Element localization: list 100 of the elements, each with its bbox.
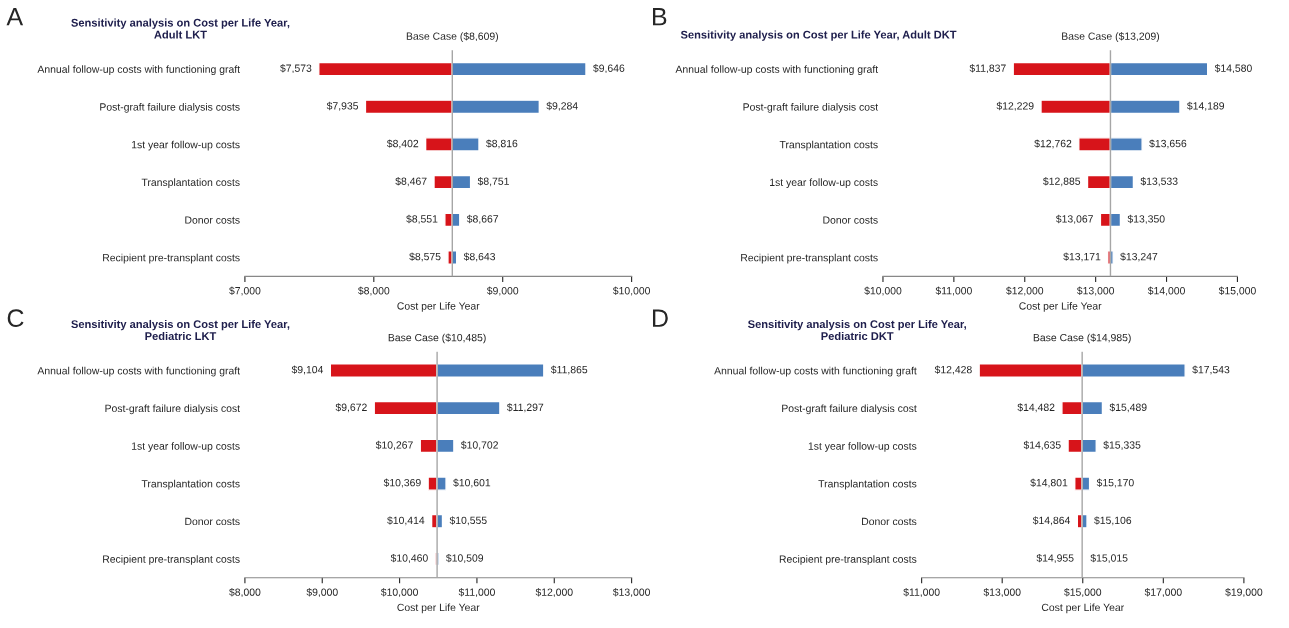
x-tick-label: $13,000 [612, 588, 651, 598]
y-tick-label: Annual follow-up costs with functioning graft [37, 366, 240, 377]
x-tick-label: $10,000 [380, 588, 419, 598]
data-label: $15,335 [1103, 440, 1141, 450]
y-tick-label: Annual follow-up costs with functioning graft [675, 65, 879, 76]
x-tick-label: $14,000 [1147, 286, 1185, 296]
data-label: $11,837 [969, 64, 1006, 74]
data-label: $15,170 [1096, 478, 1134, 488]
data-label: $10,460 [390, 553, 428, 563]
ref-line-label: Base Case ($14,985) [1033, 333, 1131, 344]
data-label: $13,533 [1140, 177, 1178, 187]
data-label: $12,428 [934, 365, 972, 375]
data-label: $8,402 [386, 139, 419, 149]
y-tick-label: Post-graft failure dialysis cost [105, 404, 240, 415]
x-tick-label: $19,000 [1225, 588, 1263, 598]
y-tick-label: Recipient pre-transplant costs [779, 555, 917, 565]
chart-title: Sensitivity analysis on Cost per Life Year, Adult DKT [680, 30, 957, 41]
x-axis-title: Cost per Life Year [1019, 302, 1102, 312]
data-label: $8,575 [409, 252, 441, 262]
x-tick-label: $8,000 [229, 588, 261, 598]
data-label: $10,369 [383, 478, 421, 488]
y-tick-label: 1st year follow-up costs [808, 442, 917, 452]
x-tick-label: $9,000 [486, 286, 519, 296]
chart-title: Sensitivity analysis on Cost per Life Year, Pediatric DKT [748, 319, 966, 341]
data-label: $10,509 [446, 553, 484, 563]
data-label: $8,751 [477, 177, 509, 187]
text: D [653, 309, 668, 327]
bar [447, 250, 454, 265]
data-label: $10,702 [460, 440, 498, 450]
data-label: $15,106 [1094, 516, 1132, 526]
data-label: $13,350 [1127, 214, 1165, 224]
data-label: $12,229 [996, 101, 1034, 111]
x-tick-label: $13,000 [1076, 286, 1115, 296]
bar [436, 400, 501, 416]
y-tick-label: Donor costs [823, 216, 878, 224]
x-tick-label: $11,000 [935, 286, 972, 296]
data-label: $9,284 [546, 101, 578, 111]
y-tick-label: Transplantation costs [779, 140, 878, 151]
data-label: $15,489 [1109, 403, 1147, 413]
data-label: $13,171 [1063, 252, 1101, 262]
data-label: $11,865 [550, 365, 588, 375]
x-tick-label: $17,000 [1144, 588, 1182, 598]
x-tick-label: $8,000 [357, 286, 390, 296]
data-label: $14,635 [1023, 440, 1061, 450]
bar [436, 363, 545, 378]
x-axis-title: Cost per Life Year [397, 603, 480, 614]
x-tick-label: $11,000 [458, 588, 495, 598]
y-tick-label: Annual follow-up costs with functioning graft [714, 366, 917, 377]
x-tick-label: $15,000 [1064, 588, 1102, 598]
data-label: $7,935 [326, 101, 359, 111]
chart-title: Sensitivity analysis on Cost per Life Year, Adult LKT [71, 18, 290, 39]
x-tick-label: $11,000 [903, 588, 940, 598]
ref-line-label: Base Case ($8,609) [406, 32, 498, 42]
bar [329, 363, 438, 378]
data-label: $8,467 [395, 177, 427, 187]
data-label: $14,801 [1030, 478, 1068, 488]
data-label: $9,646 [593, 64, 625, 74]
data-label: $8,816 [486, 139, 518, 149]
y-tick-label: Transplantation costs [141, 479, 240, 490]
data-label: $9,104 [291, 365, 324, 375]
y-tick-label: Recipient pre-transplant costs [741, 253, 878, 264]
y-tick-label: Donor costs [862, 517, 917, 526]
x-axis-title: Cost per Life Year [397, 302, 480, 312]
x-tick-label: $15,000 [1218, 286, 1256, 296]
bar [373, 400, 438, 416]
data-label: $15,015 [1090, 553, 1128, 563]
ref-line-label: Base Case ($10,485) [388, 333, 486, 344]
text: A [6, 8, 24, 26]
bar [436, 438, 455, 454]
x-tick-label: $12,000 [1006, 286, 1044, 296]
data-label: $10,267 [375, 440, 413, 450]
x-tick-label: $13,000 [983, 588, 1021, 598]
data-label: $10,414 [387, 516, 425, 526]
data-label: $13,247 [1120, 252, 1158, 262]
y-tick-label: Post-graft failure dialysis costs [100, 102, 240, 113]
data-label: $14,955 [1036, 553, 1074, 563]
y-tick-label: 1st year follow-up costs [770, 178, 878, 189]
y-tick-label: Donor costs [185, 517, 240, 526]
y-tick-label: Recipient pre-transplant costs [103, 555, 240, 565]
chart-title: Sensitivity analysis on Cost per Life Year, Pediatric LKT [71, 319, 290, 341]
text: C [7, 309, 24, 327]
y-tick-label: Annual follow-up costs with functioning graft [37, 65, 240, 76]
y-tick-label: Donor costs [185, 216, 240, 224]
x-axis-title: Cost per Life Year [1041, 603, 1124, 614]
x-tick-label: $10,000 [612, 286, 651, 296]
y-tick-label: Post-graft failure dialysis cost [782, 404, 917, 415]
y-tick-label: Transplantation costs [141, 178, 240, 189]
x-tick-label: $9,000 [306, 588, 338, 598]
data-label: $9,672 [335, 403, 367, 413]
data-label: $10,601 [453, 478, 491, 488]
bar [1081, 363, 1186, 378]
data-label: $14,482 [1017, 403, 1055, 413]
y-tick-label: Transplantation costs [818, 479, 917, 490]
data-label: $13,067 [1055, 214, 1093, 224]
data-label: $12,762 [1034, 139, 1072, 149]
x-tick-label: $10,000 [864, 286, 902, 296]
y-tick-label: 1st year follow-up costs [132, 140, 240, 151]
data-label: $10,555 [449, 516, 487, 526]
data-label: $14,864 [1032, 516, 1071, 526]
data-label: $12,885 [1043, 177, 1081, 187]
